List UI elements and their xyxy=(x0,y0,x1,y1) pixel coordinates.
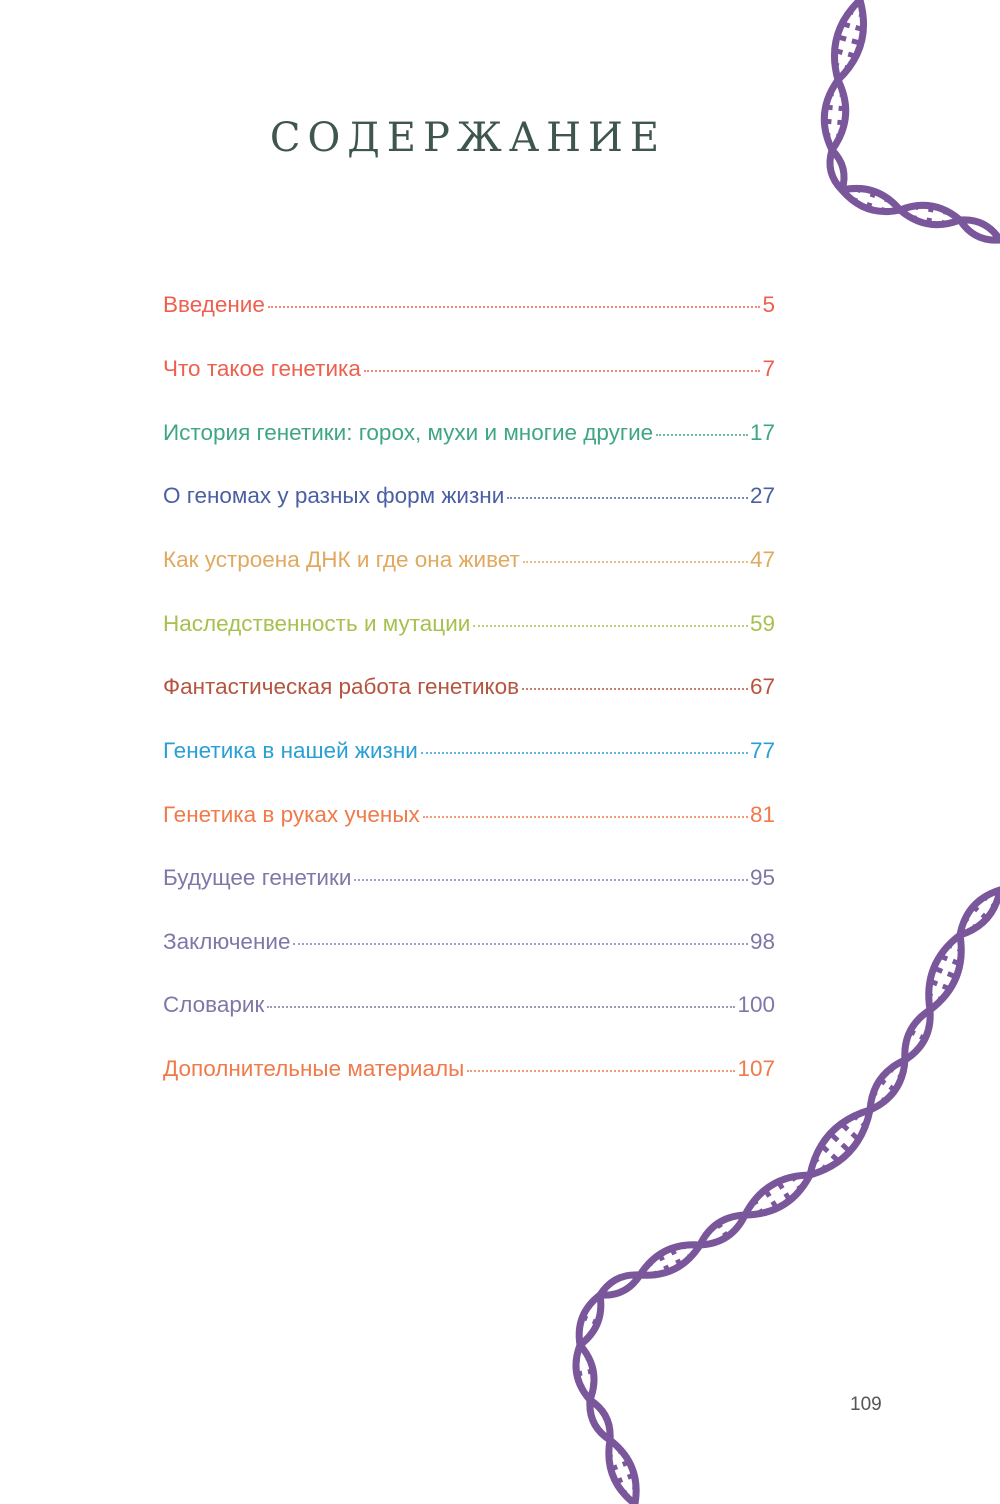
toc-leader-dots xyxy=(656,434,748,436)
toc-item[interactable]: Введение 5 xyxy=(163,292,775,332)
toc-leader-dots xyxy=(422,816,748,818)
toc-leader-dots xyxy=(522,561,748,563)
toc-item-page: 27 xyxy=(749,483,775,508)
toc-item-page: 81 xyxy=(749,802,775,827)
toc-item-title: Наследственность и мутации xyxy=(163,611,471,636)
toc-leader-dots xyxy=(420,752,748,754)
toc-item-page: 67 xyxy=(749,674,775,699)
toc-item-title: Генетика в нашей жизни xyxy=(163,738,418,763)
toc-leader-dots xyxy=(363,370,761,372)
toc-item[interactable]: Генетика в руках ученых 81 xyxy=(163,802,775,842)
toc-item-title: История генетики: горох, мухи и многие д… xyxy=(163,420,654,445)
dna-helix-bottom-icon xyxy=(572,886,1000,1504)
toc-item-page: 107 xyxy=(737,1056,775,1081)
toc-item-title: Генетика в руках ученых xyxy=(163,802,420,827)
toc-leader-dots xyxy=(507,497,748,499)
toc-leader-dots xyxy=(354,879,748,881)
toc-item-title: Фантастическая работа генетиков xyxy=(163,674,520,699)
toc-item-page: 17 xyxy=(749,420,775,445)
toc-item[interactable]: Генетика в нашей жизни 77 xyxy=(163,738,775,778)
toc-item-title: Будущее генетики xyxy=(163,865,352,890)
toc-leader-dots xyxy=(293,943,748,945)
toc-leader-dots xyxy=(267,306,761,308)
toc-item-title: Что такое генетика xyxy=(163,356,361,381)
toc-item[interactable]: История генетики: горох, мухи и многие д… xyxy=(163,420,775,460)
page-title: СОДЕРЖАНИЕ xyxy=(269,114,667,161)
toc-item-page: 98 xyxy=(749,929,775,954)
toc-item[interactable]: Заключение 98 xyxy=(163,929,775,969)
toc-item[interactable]: Как устроена ДНК и где она живет 47 xyxy=(163,547,775,587)
toc-item[interactable]: Наследственность и мутации 59 xyxy=(163,611,775,651)
toc-item-page: 59 xyxy=(749,611,775,636)
toc-item-title: Дополнительные материалы xyxy=(163,1056,465,1081)
toc-item[interactable]: Словарик 100 xyxy=(163,992,775,1032)
toc-leader-dots xyxy=(522,688,748,690)
toc-item-page: 47 xyxy=(749,547,775,572)
toc-item[interactable]: Что такое генетика 7 xyxy=(163,356,775,396)
toc-item[interactable]: О геномах у разных форм жизни 27 xyxy=(163,483,775,523)
dna-helix-top-icon xyxy=(820,0,1000,244)
page-number: 109 xyxy=(850,1394,882,1415)
toc-item-page: 5 xyxy=(762,292,775,317)
toc-item-page: 77 xyxy=(749,738,775,763)
toc-leader-dots xyxy=(473,625,748,627)
toc-item-page: 95 xyxy=(749,865,775,890)
toc-item-title: Заключение xyxy=(163,929,291,954)
toc-item-title: Введение xyxy=(163,292,265,317)
toc-leader-dots xyxy=(467,1070,736,1072)
toc-item[interactable]: Дополнительные материалы 107 xyxy=(163,1056,775,1096)
toc-item-page: 7 xyxy=(762,356,775,381)
toc-item[interactable]: Фантастическая работа генетиков 67 xyxy=(163,674,775,714)
toc-leader-dots xyxy=(267,1006,736,1008)
toc-item-title: Как устроена ДНК и где она живет xyxy=(163,547,520,572)
toc-item-page: 100 xyxy=(737,992,775,1017)
toc-item[interactable]: Будущее генетики 95 xyxy=(163,865,775,905)
toc-item-title: Словарик xyxy=(163,992,265,1017)
toc-item-title: О геномах у разных форм жизни xyxy=(163,483,505,508)
